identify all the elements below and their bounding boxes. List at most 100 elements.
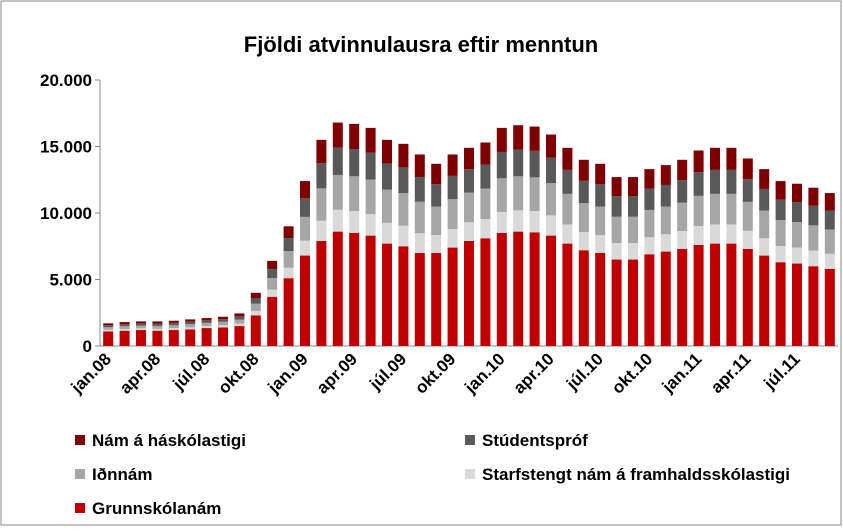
- bar-segment: [382, 163, 392, 190]
- bar-segment: [742, 158, 753, 180]
- bar-segment: [382, 222, 392, 244]
- bar-segment: [316, 220, 327, 241]
- bar-segment: [119, 322, 130, 325]
- bar-segment: [316, 139, 327, 164]
- bar-segment: [218, 325, 228, 328]
- bar-segment: [546, 134, 556, 158]
- bar-segment: [562, 193, 573, 225]
- bar-segment: [431, 235, 442, 253]
- bar-segment: [496, 178, 507, 212]
- bar-segment: [513, 176, 524, 211]
- bar-segment: [414, 252, 425, 346]
- bar-segment: [710, 147, 720, 170]
- bar-segment: [726, 169, 737, 194]
- bar-segment: [496, 151, 507, 179]
- bar-segment: [742, 230, 753, 249]
- bar-segment: [742, 201, 753, 231]
- bar-segment: [677, 202, 688, 232]
- bar-segment: [824, 193, 835, 211]
- bar-segment: [578, 250, 589, 346]
- bar-segment: [250, 303, 261, 311]
- bar-segment: [775, 199, 786, 221]
- bar-segment: [332, 209, 343, 232]
- bar-segment: [398, 225, 409, 247]
- bar-segment: [431, 163, 442, 185]
- bar-segment: [283, 226, 294, 239]
- bar-segment: [792, 183, 802, 203]
- bar-segment: [759, 169, 770, 189]
- bar-segment: [185, 327, 196, 330]
- bar-segment: [529, 211, 540, 233]
- bar-segment: [267, 296, 278, 346]
- bar-segment: [562, 243, 573, 346]
- bar-segment: [644, 169, 655, 189]
- bar-segment: [103, 323, 114, 326]
- bar-segment: [578, 180, 589, 204]
- bar-segment: [119, 328, 130, 331]
- bar-segment: [611, 259, 622, 346]
- bar-segment: [595, 206, 606, 236]
- bar-segment: [578, 203, 589, 233]
- bar-segment: [218, 321, 228, 326]
- bar-segment: [103, 325, 114, 328]
- bar-segment: [726, 224, 737, 244]
- bar-segment: [168, 322, 179, 326]
- bar-segment: [447, 154, 458, 176]
- bar-segment: [496, 232, 507, 346]
- bar-segment: [546, 215, 556, 236]
- bar-segment: [628, 259, 638, 346]
- bar-segment: [480, 142, 491, 165]
- bar-segment: [234, 319, 245, 324]
- bar-segment: [562, 147, 573, 170]
- bar-segment: [792, 202, 802, 223]
- bar-segment: [168, 330, 179, 346]
- bar-segment: [398, 167, 409, 194]
- bar-segment: [677, 248, 688, 346]
- bar-segment: [185, 319, 196, 322]
- y-tick-label: 5.000: [49, 271, 92, 290]
- bar-segment: [710, 243, 720, 346]
- bar-segment: [267, 260, 278, 270]
- bar-segment: [267, 278, 278, 290]
- bar-segment: [136, 321, 146, 324]
- bar-segment: [513, 149, 524, 177]
- legend-label: Starfstengt nám á framhaldsskólastigi: [482, 465, 790, 484]
- bar-segment: [250, 310, 261, 316]
- bar-segment: [119, 330, 130, 346]
- bar-segment: [382, 243, 392, 346]
- bar-segment: [185, 321, 196, 325]
- bar-segment: [283, 267, 294, 279]
- bar-segment: [824, 253, 835, 269]
- bar-segment: [218, 319, 228, 322]
- bar-segment: [824, 268, 835, 346]
- bar-segment: [316, 240, 327, 346]
- bar-segment: [644, 188, 655, 210]
- legend-swatch: [75, 435, 85, 445]
- bar-segment: [710, 169, 720, 194]
- y-tick-label: 20.000: [40, 71, 92, 90]
- bar-segment: [447, 175, 458, 200]
- bar-segment: [693, 244, 704, 346]
- bar-segment: [464, 169, 474, 193]
- bar-segment: [218, 316, 228, 320]
- bar-segment: [398, 193, 409, 226]
- bar-segment: [316, 188, 327, 221]
- bar-segment: [578, 232, 589, 251]
- bar-segment: [546, 235, 556, 346]
- bar-segment: [152, 330, 163, 346]
- bar-segment: [398, 143, 409, 168]
- bar-segment: [365, 235, 376, 346]
- y-tick-label: 10.000: [40, 204, 92, 223]
- bar-segment: [218, 327, 228, 346]
- bar-segment: [759, 210, 770, 239]
- bar-segment: [464, 240, 474, 346]
- bar-segment: [595, 163, 606, 185]
- bar-segment: [595, 252, 606, 346]
- bar-segment: [201, 320, 212, 323]
- bar-segment: [808, 205, 819, 226]
- bar-segment: [300, 216, 310, 241]
- bar-segment: [496, 211, 507, 233]
- legend-swatch: [465, 469, 475, 479]
- bar-segment: [234, 313, 245, 317]
- bar-segment: [759, 188, 770, 211]
